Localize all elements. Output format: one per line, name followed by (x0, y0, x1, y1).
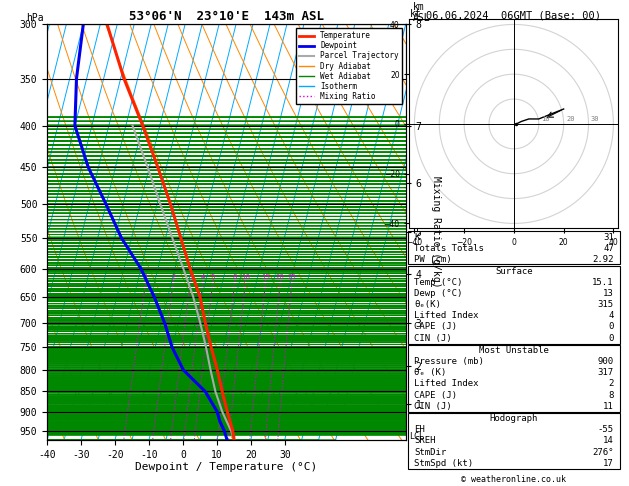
Text: 0: 0 (608, 333, 614, 343)
Bar (408, 231, 620, 264)
Text: 10: 10 (542, 117, 550, 122)
Text: 8: 8 (608, 391, 614, 399)
Bar (408, 413, 620, 469)
Text: Surface: Surface (495, 267, 533, 276)
Text: 17: 17 (603, 459, 614, 468)
Text: hPa: hPa (26, 14, 43, 23)
Text: Hodograph: Hodograph (490, 414, 538, 423)
Text: 2: 2 (171, 274, 175, 280)
Text: K: K (414, 232, 420, 242)
Text: CAPE (J): CAPE (J) (414, 391, 457, 399)
Text: StmDir: StmDir (414, 448, 446, 457)
Text: © weatheronline.co.uk: © weatheronline.co.uk (462, 475, 566, 484)
Text: 315: 315 (598, 300, 614, 309)
Text: 13: 13 (603, 289, 614, 298)
Legend: Temperature, Dewpoint, Parcel Trajectory, Dry Adiabat, Wet Adiabat, Isotherm, Mi: Temperature, Dewpoint, Parcel Trajectory… (296, 28, 402, 104)
Text: 276°: 276° (593, 448, 614, 457)
Text: 20: 20 (566, 117, 575, 122)
Text: 0: 0 (608, 322, 614, 331)
Text: StmSpd (kt): StmSpd (kt) (414, 459, 473, 468)
Text: Lifted Index: Lifted Index (414, 312, 479, 320)
Text: km
ASL: km ASL (413, 2, 430, 23)
Text: Lifted Index: Lifted Index (414, 380, 479, 388)
Text: 47: 47 (603, 243, 614, 253)
Text: 5: 5 (211, 274, 215, 280)
Text: 15: 15 (261, 274, 270, 280)
X-axis label: Dewpoint / Temperature (°C): Dewpoint / Temperature (°C) (135, 462, 318, 472)
Text: 4: 4 (608, 312, 614, 320)
Bar (408, 265, 620, 344)
Text: -55: -55 (598, 425, 614, 434)
Text: 900: 900 (598, 357, 614, 366)
Text: 11: 11 (603, 402, 614, 411)
Text: CIN (J): CIN (J) (414, 333, 452, 343)
Text: 8: 8 (233, 274, 237, 280)
Text: 1: 1 (143, 274, 148, 280)
Text: Most Unstable: Most Unstable (479, 346, 549, 355)
Text: 2.92: 2.92 (593, 255, 614, 264)
Text: 3: 3 (188, 274, 192, 280)
Text: 31: 31 (603, 232, 614, 242)
Text: EH: EH (414, 425, 425, 434)
Text: CAPE (J): CAPE (J) (414, 322, 457, 331)
Text: 10: 10 (241, 274, 250, 280)
Text: LCL: LCL (409, 432, 425, 441)
Text: CIN (J): CIN (J) (414, 402, 452, 411)
Text: 14: 14 (603, 436, 614, 446)
Text: 317: 317 (598, 368, 614, 377)
Text: 06.06.2024  06GMT (Base: 00): 06.06.2024 06GMT (Base: 00) (426, 11, 601, 21)
Text: θₑ(K): θₑ(K) (414, 300, 441, 309)
Text: Totals Totals: Totals Totals (414, 243, 484, 253)
Text: PW (cm): PW (cm) (414, 255, 452, 264)
Text: Pressure (mb): Pressure (mb) (414, 357, 484, 366)
Text: 4: 4 (201, 274, 205, 280)
Text: 25: 25 (287, 274, 296, 280)
Text: 30: 30 (591, 117, 599, 122)
Y-axis label: Mixing Ratio (g/kg): Mixing Ratio (g/kg) (431, 176, 441, 288)
Text: 2: 2 (608, 380, 614, 388)
Text: 20: 20 (276, 274, 285, 280)
Bar (408, 345, 620, 412)
Text: Dewp (°C): Dewp (°C) (414, 289, 462, 298)
Text: SREH: SREH (414, 436, 435, 446)
Text: θₑ (K): θₑ (K) (414, 368, 446, 377)
Title: 53°06'N  23°10'E  143m ASL: 53°06'N 23°10'E 143m ASL (129, 10, 324, 23)
Text: 15.1: 15.1 (593, 278, 614, 287)
Text: Temp (°C): Temp (°C) (414, 278, 462, 287)
Text: kt: kt (409, 9, 421, 19)
